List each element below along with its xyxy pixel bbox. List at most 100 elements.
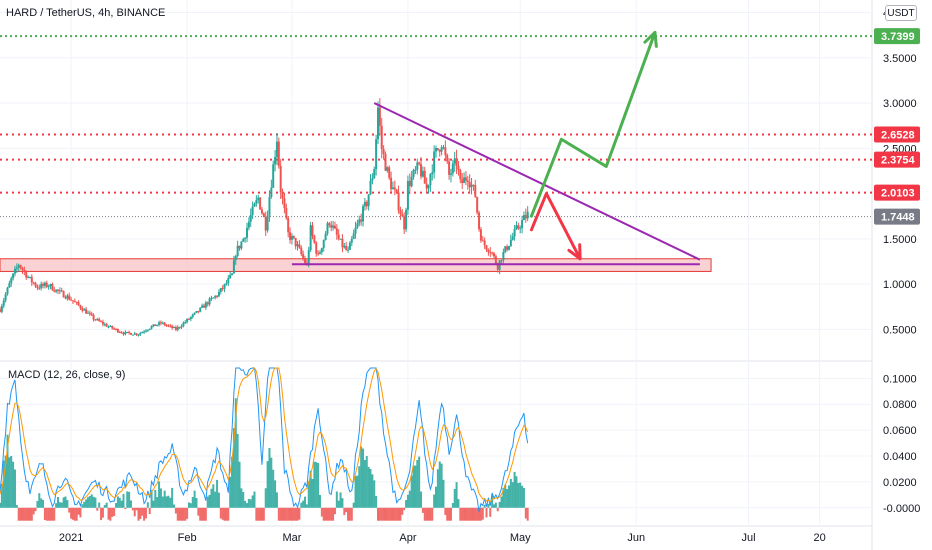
candle-body xyxy=(28,276,31,278)
histogram-bar xyxy=(246,503,249,508)
histogram-bar xyxy=(343,507,346,515)
histogram-bar xyxy=(232,428,235,508)
histogram-bar xyxy=(71,507,74,520)
candle-body xyxy=(354,227,357,234)
candle-body xyxy=(406,180,409,210)
candle-body xyxy=(58,290,61,292)
candle-body xyxy=(494,256,497,264)
histogram-bar xyxy=(131,507,134,511)
candle-body xyxy=(234,256,237,261)
candle-body xyxy=(289,232,292,240)
candle-body xyxy=(317,253,320,255)
histogram-bar xyxy=(214,491,217,508)
candle-body xyxy=(176,327,179,330)
horizontal-levels xyxy=(0,35,872,218)
histogram-bar xyxy=(337,500,340,508)
candle-body xyxy=(472,184,475,186)
histogram-bar xyxy=(77,507,80,515)
histogram-bar xyxy=(313,461,316,508)
histogram-bar xyxy=(487,503,490,508)
signal-line xyxy=(0,367,529,503)
histogram-bar xyxy=(384,507,387,521)
histogram-bar xyxy=(173,504,176,508)
candle-body xyxy=(144,330,147,332)
histogram-bar xyxy=(79,507,82,518)
candle-body xyxy=(502,251,505,261)
symbol-title[interactable]: HARD / TetherUS, 4h, BINANCE xyxy=(6,7,166,19)
histogram-bar xyxy=(88,496,91,508)
histogram-bar xyxy=(294,507,297,521)
candle-body xyxy=(141,332,144,334)
macd-title[interactable]: MACD (12, 26, close, 9) xyxy=(8,369,126,381)
histogram-bar xyxy=(249,499,252,508)
candle-body xyxy=(115,328,118,330)
histogram-bar xyxy=(57,497,60,508)
histogram-bar xyxy=(279,507,282,521)
histogram-bar xyxy=(28,507,31,521)
histogram-bar xyxy=(103,505,106,508)
candle-body xyxy=(446,155,449,162)
histogram-bar xyxy=(416,460,419,508)
histogram-bar xyxy=(298,507,301,520)
candle-body xyxy=(493,253,496,257)
candle-body xyxy=(120,332,123,334)
price-level-label: 2.0103 xyxy=(881,188,915,200)
histogram-bar xyxy=(401,507,404,515)
candle-body xyxy=(324,233,327,241)
candle-body xyxy=(208,298,211,305)
histogram-bar xyxy=(494,502,497,508)
histogram-bar xyxy=(380,507,383,521)
histogram-bar xyxy=(457,499,460,508)
histogram-bar xyxy=(115,503,118,508)
histogram-bar xyxy=(148,507,151,515)
histogram-bar xyxy=(464,507,467,521)
candle-body xyxy=(412,170,415,177)
price-tick-label: 1.0000 xyxy=(883,279,917,291)
histogram-bar xyxy=(365,456,368,508)
candle-body xyxy=(526,211,529,219)
candle-body xyxy=(401,214,404,217)
histogram-bar xyxy=(167,495,170,508)
histogram-bar xyxy=(515,476,518,508)
candle-body xyxy=(431,172,434,175)
histogram-bar xyxy=(163,490,166,508)
candle-body xyxy=(42,283,45,286)
histogram-bar xyxy=(369,469,372,508)
histogram-bar xyxy=(451,503,454,508)
histogram-bar xyxy=(498,501,501,508)
histogram-bar xyxy=(193,490,196,508)
histogram-bar xyxy=(455,482,458,508)
histogram-bar xyxy=(333,507,336,515)
candle-body xyxy=(517,225,520,229)
histogram-bar xyxy=(184,507,187,521)
histogram-bar xyxy=(12,461,15,508)
histogram-bar xyxy=(511,482,514,508)
histogram-bar xyxy=(36,500,39,508)
candle-body xyxy=(275,141,278,158)
histogram-bar xyxy=(0,502,1,508)
candle-body xyxy=(416,162,419,170)
macd-tick-label: 0.0600 xyxy=(883,425,917,437)
histogram-bar xyxy=(347,507,350,521)
histogram-bar xyxy=(247,498,250,508)
histogram-bar xyxy=(304,496,307,508)
candle-body xyxy=(348,242,351,250)
currency-button[interactable]: USDT xyxy=(885,5,917,21)
candle-body xyxy=(375,139,378,170)
histogram-bar xyxy=(270,457,273,508)
candle-body xyxy=(506,246,509,250)
candle-body xyxy=(131,334,134,336)
candle-body xyxy=(391,187,394,190)
candle-body xyxy=(15,267,18,269)
candle-body xyxy=(468,181,471,188)
histogram-bar xyxy=(86,497,89,508)
candle-body xyxy=(487,249,490,253)
histogram-bar xyxy=(309,470,312,508)
histogram-bar xyxy=(154,489,157,508)
histogram-bar xyxy=(174,507,177,514)
candle-body xyxy=(257,197,260,200)
candle-body xyxy=(371,178,374,181)
histogram-bar xyxy=(4,455,7,508)
histogram-bar xyxy=(479,507,482,521)
